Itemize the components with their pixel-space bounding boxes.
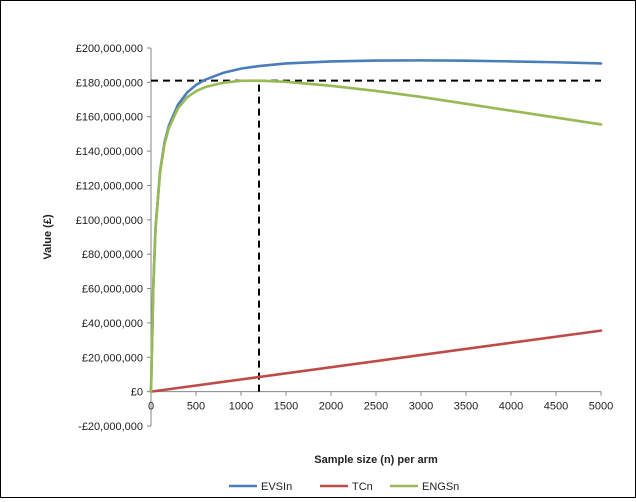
y-tick-label: £0 — [131, 387, 143, 399]
x-tick-label: 2000 — [319, 401, 343, 413]
x-tick-label: 500 — [187, 401, 205, 413]
y-tick-label: £100,000,000 — [76, 215, 143, 227]
y-axis-title: Value (£) — [42, 214, 54, 260]
x-tick-label: 4500 — [544, 401, 568, 413]
x-tick-label: 2500 — [364, 401, 388, 413]
y-tick-label: £40,000,000 — [82, 318, 143, 330]
series-group — [149, 59, 603, 393]
y-tick-label: £200,000,000 — [76, 43, 143, 55]
series-line-evsin — [149, 59, 603, 393]
x-tick-label: 1000 — [229, 401, 253, 413]
x-tick-label: 3500 — [454, 401, 478, 413]
series-line-engsn — [149, 79, 603, 393]
x-tick-label: 4000 — [499, 401, 523, 413]
axes: -£20,000,000 £0 £20,000,000 £40,000,000 £60,… — [76, 43, 614, 433]
x-tick-label: 1500 — [274, 401, 298, 413]
x-axis-title: Sample size (n) per arm — [314, 454, 438, 466]
x-tick-label: 0 — [148, 401, 154, 413]
y-tick-label: £120,000,000 — [76, 180, 143, 192]
y-tick-label: £80,000,000 — [82, 249, 143, 261]
y-tick-label: £20,000,000 — [82, 352, 143, 364]
y-tick-label: £140,000,000 — [76, 146, 143, 158]
legend-label-tcn: TCn — [352, 481, 373, 493]
y-tick-label: £60,000,000 — [82, 284, 143, 296]
y-tick-label: -£20,000,000 — [78, 421, 143, 433]
legend-label-evsin: EVSIn — [261, 481, 292, 493]
x-tick-label: 3000 — [409, 401, 433, 413]
y-tick-label: £180,000,000 — [76, 77, 143, 89]
x-tick-label: 5000 — [589, 401, 613, 413]
y-tick-label: £160,000,000 — [76, 112, 143, 124]
annotations — [151, 79, 601, 392]
legend-label-engsn: ENGSn — [422, 481, 459, 493]
legend: EVSIn TCn ENGSn — [229, 481, 459, 493]
series-line-tcn — [149, 329, 603, 393]
